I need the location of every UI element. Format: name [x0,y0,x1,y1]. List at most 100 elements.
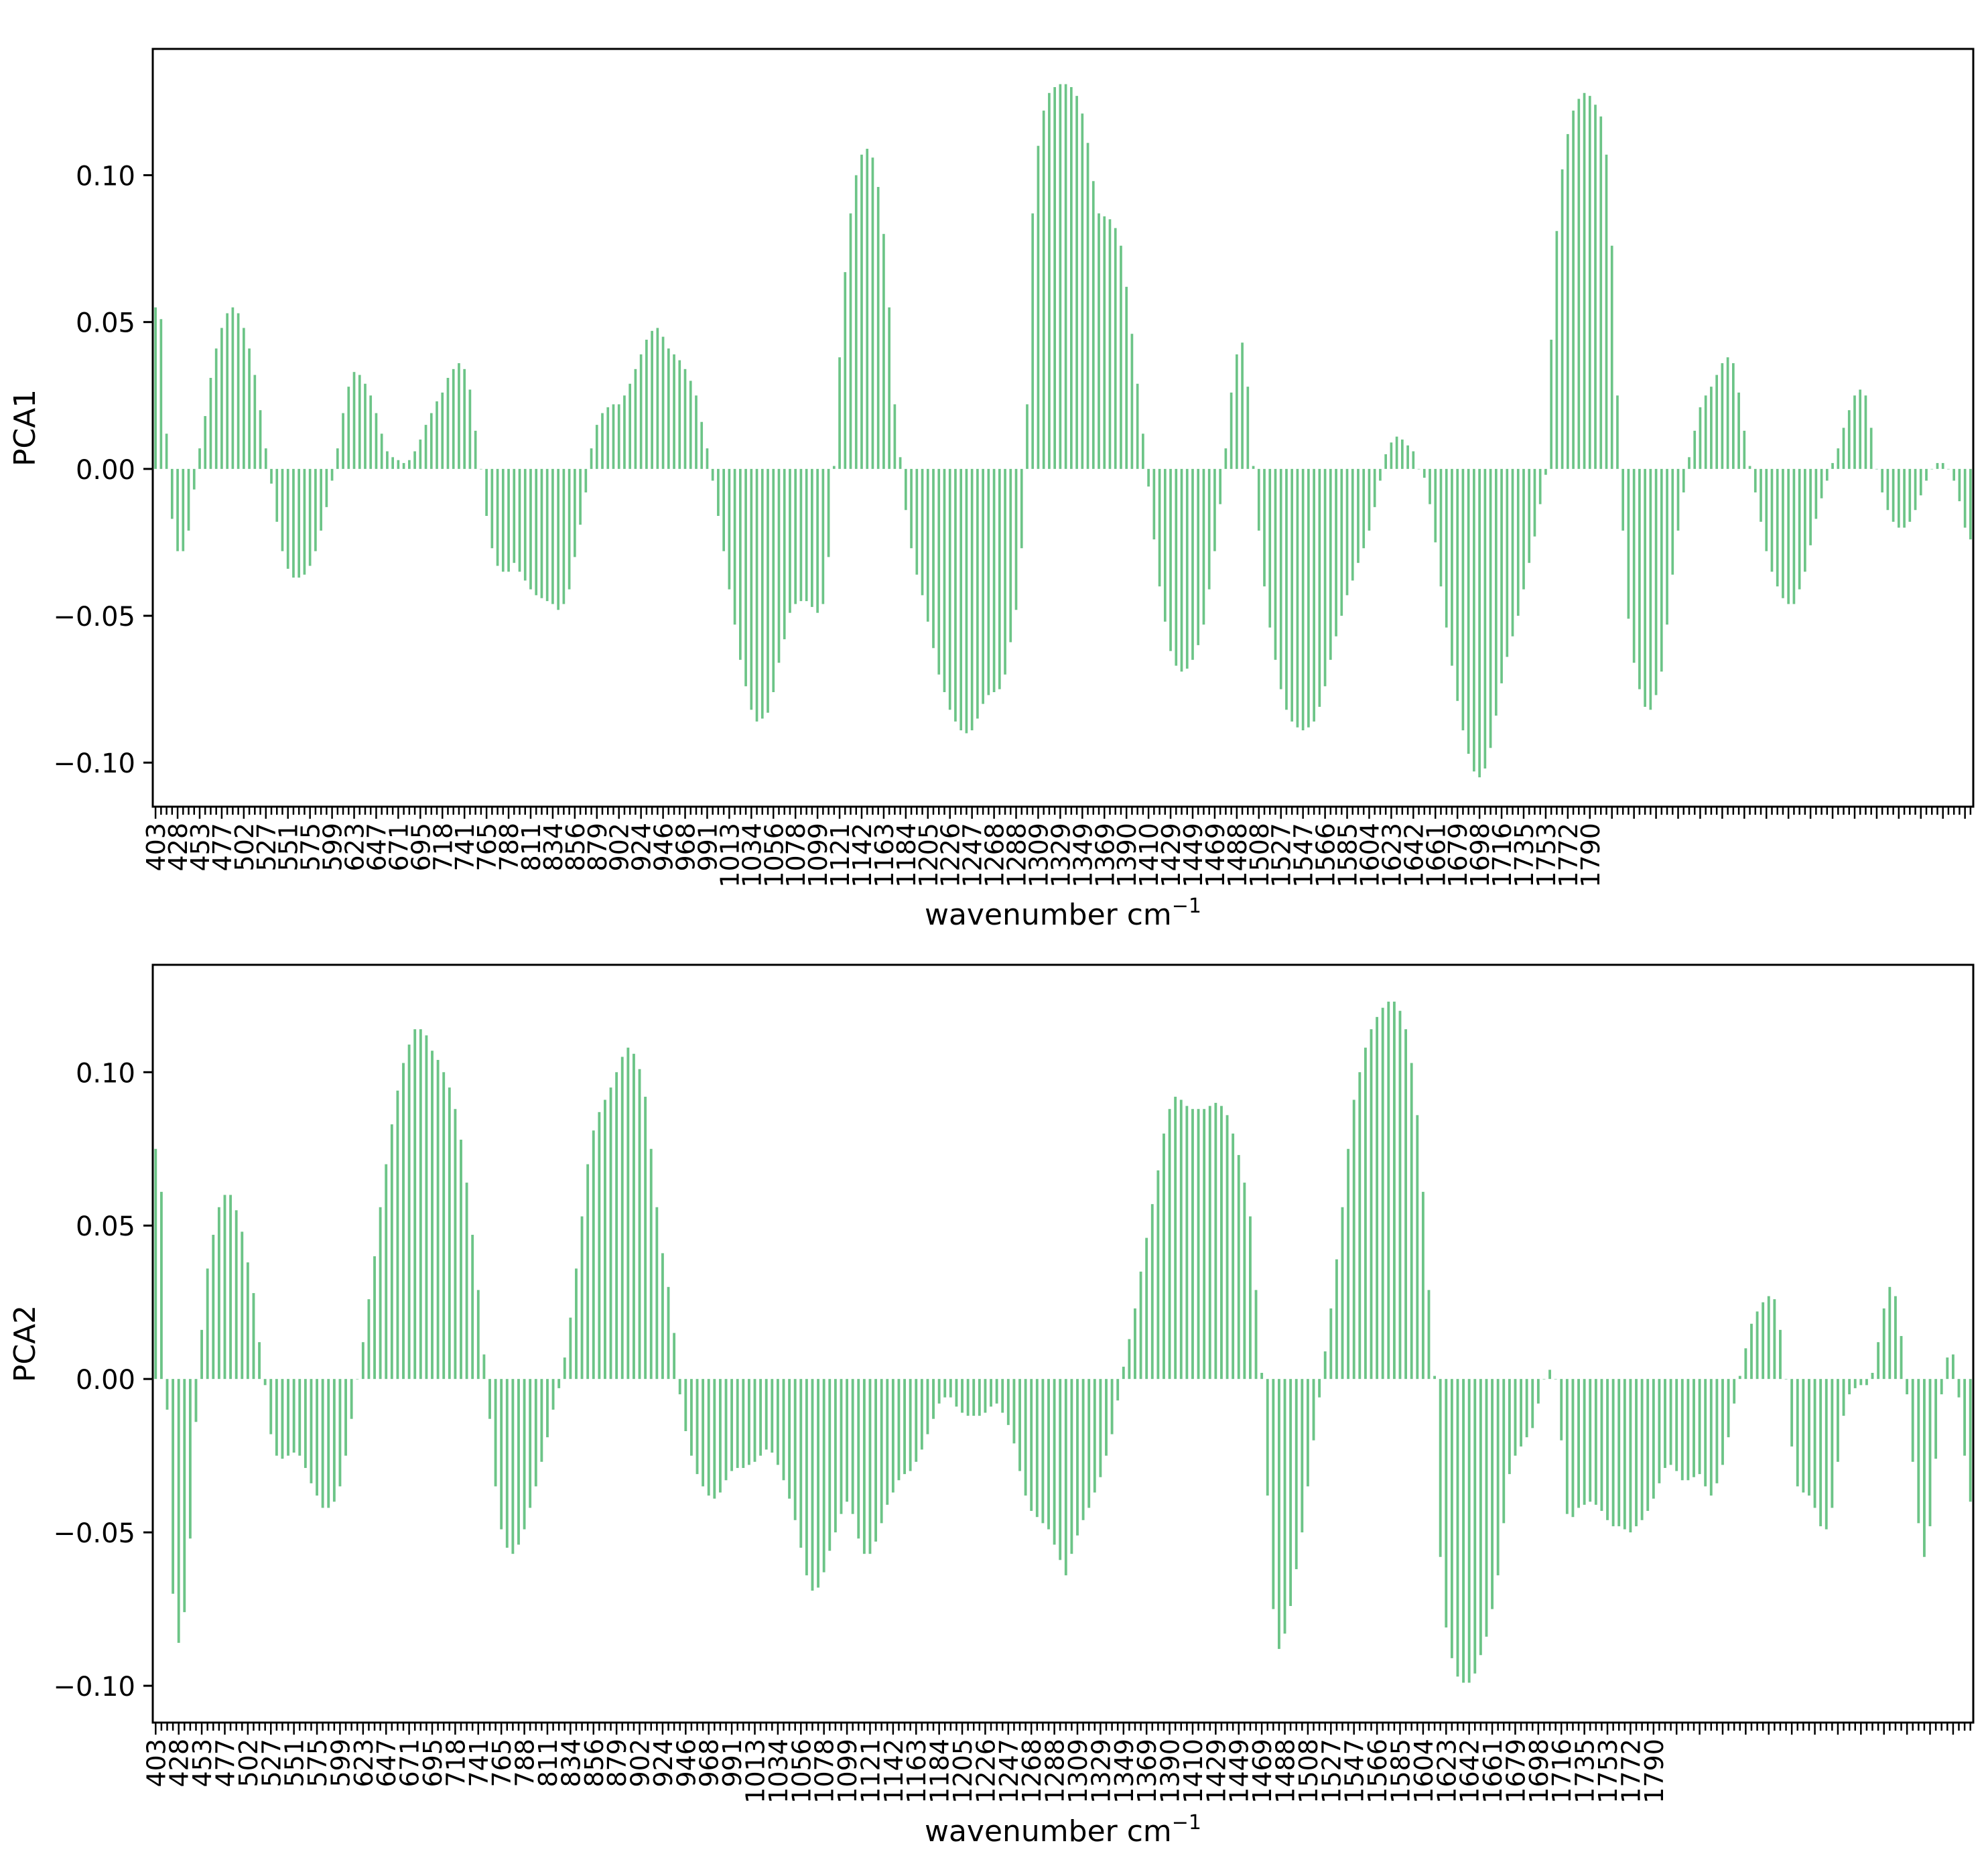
bar [1627,468,1630,619]
bar [1886,468,1890,511]
bar [759,1379,763,1456]
bar [1813,1379,1816,1508]
x-tick-label: 1698 [1524,1739,1554,1804]
bar [717,468,720,517]
bar [1790,1379,1794,1447]
bar [628,383,632,469]
x-tick-label: 1585 [1386,1739,1415,1804]
x-tick-label: 1078 [810,1739,840,1804]
bar [1219,468,1221,505]
y-tick-label: 0.05 [76,1211,135,1242]
bar [1572,111,1575,469]
bar [1571,1379,1575,1518]
bar [413,1029,417,1380]
bar [1439,1379,1442,1557]
bar [310,1379,313,1483]
bar [1001,1379,1004,1413]
x-tick-label: 856 [561,823,590,872]
bar [1842,427,1845,469]
bar [1237,1154,1240,1380]
y-axis-label-pca1: PCA1 [8,389,42,466]
bar [1859,389,1862,469]
bar [419,1029,422,1380]
bar [1373,468,1376,507]
bar [689,1379,693,1456]
bar [584,468,588,492]
bar [736,1379,739,1468]
x-tick-label: 1268 [1017,1739,1047,1804]
bar [1583,92,1586,469]
bar [811,1379,814,1591]
x-tick-label: 1247 [958,823,988,888]
x-tick-label: 1679 [1501,1739,1530,1804]
bar [1837,1379,1839,1462]
bar [626,1047,630,1380]
x-tick-label: 575 [303,1739,332,1788]
bar [1376,1016,1379,1380]
bar [678,1379,681,1395]
bar [1224,448,1228,469]
bar [728,468,731,590]
x-tick-label: 1121 [856,1739,885,1804]
x-tick-label: 1268 [980,823,1010,888]
x-tick-label: 1566 [1363,1739,1392,1804]
bar [1760,468,1762,522]
bar [286,468,289,569]
bar [1398,1010,1402,1380]
bar [722,468,725,551]
bar [702,1379,705,1487]
bar [1853,1379,1857,1388]
x-tick-label: 788 [511,1739,540,1788]
bar [706,448,709,469]
bar [1782,468,1784,598]
bar [1804,468,1806,572]
bar [955,1379,958,1407]
bar [891,1379,894,1493]
bar [876,187,880,469]
bar [880,1379,883,1524]
bar [949,1379,952,1398]
bar [1208,1106,1211,1380]
bar [1081,113,1084,469]
bar [511,1379,515,1554]
bar [1026,404,1029,469]
bar [1252,466,1255,469]
bar [546,1379,549,1438]
bar [281,468,284,551]
bar [1030,1379,1033,1512]
bar [1035,1379,1039,1518]
bar [1416,1115,1419,1380]
bar [1329,1308,1333,1380]
bar [442,1072,446,1380]
bar [1963,1379,1967,1456]
x-axis-ticks-pca2: 4034284534775025275515755996236476716957… [141,1723,1971,1804]
bar [1456,468,1459,701]
x-tick-label: 1527 [1317,1739,1346,1804]
bar [920,1379,923,1450]
bar [1254,1290,1258,1380]
x-tick-label: 403 [141,823,171,872]
bar [1037,145,1040,469]
bar [862,1379,866,1554]
bar [253,375,257,469]
bar [1340,468,1343,616]
bar [788,1379,791,1499]
bar [771,1379,774,1453]
bar [644,1096,647,1380]
x-tick-label: 1099 [833,1739,862,1804]
bar [551,1379,555,1410]
bar [805,468,808,602]
bar [1787,468,1790,604]
bar [1917,1379,1920,1524]
bar [1947,468,1950,470]
bar [1257,468,1260,531]
bar [569,1317,572,1380]
bar [661,336,665,469]
x-tick-label: 946 [671,1739,701,1788]
bar [932,1379,935,1419]
bar [1439,468,1443,587]
bar [1957,1379,1961,1398]
bar [1122,1366,1125,1380]
bar [1290,468,1294,722]
